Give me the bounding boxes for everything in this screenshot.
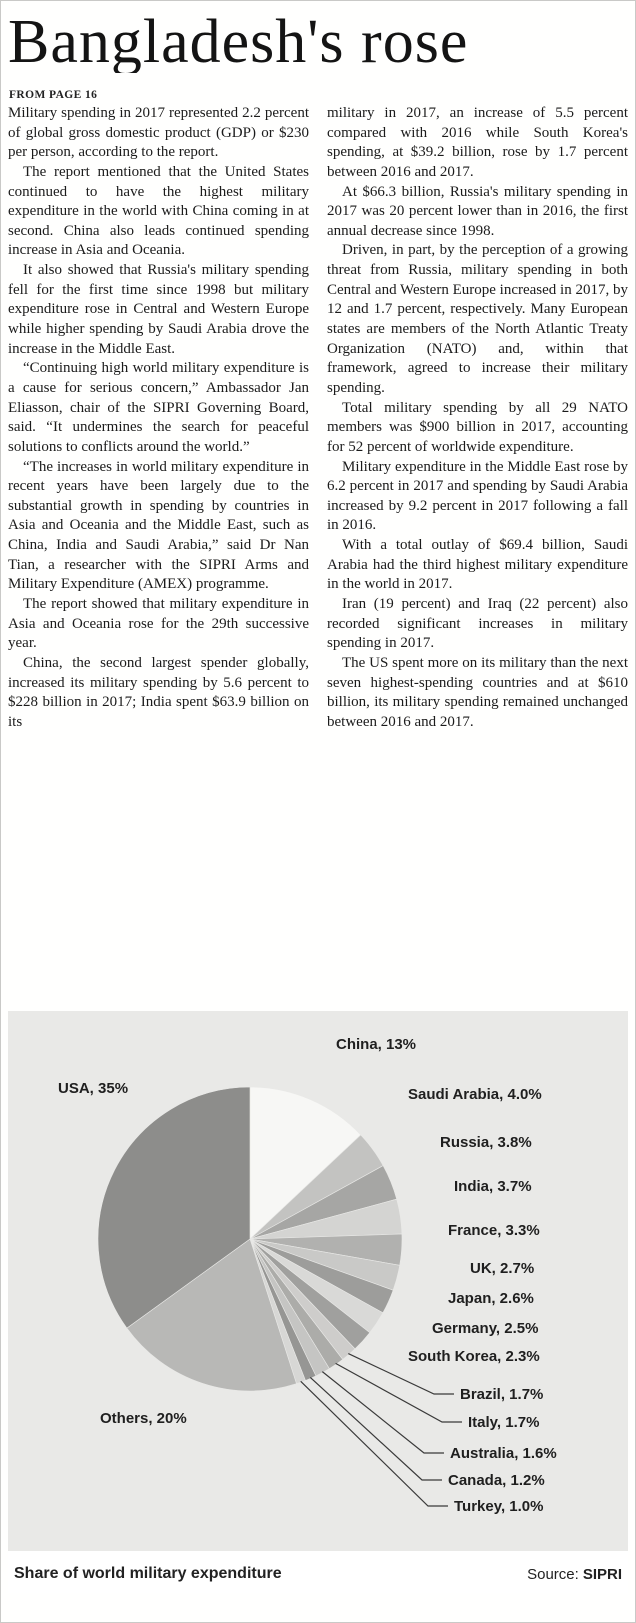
pie-label-others: Others, 20% (100, 1410, 187, 1427)
article-column-2: military in 2017, an increase of 5.5 per… (327, 104, 628, 1006)
paragraph: “The increases in world military expendi… (8, 458, 309, 593)
article-column-1: Military spending in 2017 represented 2.… (8, 104, 309, 1006)
article-headline: Bangladesh's rose (8, 11, 469, 73)
pie-slice-usa (97, 1086, 251, 1329)
pie-label-japan: Japan, 2.6% (448, 1290, 534, 1307)
paragraph: With a total outlay of $69.4 billion, Sa… (327, 537, 628, 593)
article-body: Military spending in 2017 represented 2.… (8, 104, 628, 1006)
leader-line-australia (321, 1371, 444, 1454)
pie-label-saudi-arabia: Saudi Arabia, 4.0% (408, 1086, 542, 1103)
continuation-kicker: FROM PAGE 16 (9, 89, 98, 101)
chart-title: Share of world military expenditure (14, 1565, 282, 1582)
pie-slice-others (126, 1238, 297, 1392)
paragraph: Iran (19 percent) and Iraq (22 percent) … (327, 596, 628, 652)
pie-label-china: China, 13% (336, 1036, 416, 1053)
pie-label-france: France, 3.3% (448, 1222, 540, 1239)
leader-line-turkey (300, 1380, 448, 1507)
leader-line-canada (309, 1376, 442, 1481)
pie-label-russia: Russia, 3.8% (440, 1134, 532, 1151)
pie-label-uk: UK, 2.7% (470, 1260, 534, 1277)
pie-label-india: India, 3.7% (454, 1178, 532, 1195)
pie-slices-group (97, 1086, 403, 1392)
pie-label-australia: Australia, 1.6% (450, 1445, 557, 1462)
paragraph: The report mentioned that the United Sta… (8, 163, 309, 259)
pie-label-south-korea: South Korea, 2.3% (408, 1348, 540, 1365)
paragraph: At $66.3 billion, Russia's military spen… (327, 183, 628, 239)
chart-source: Source: SIPRI (527, 1566, 622, 1583)
paragraph: Military expenditure in the Middle East … (327, 458, 628, 534)
pie-labels-group: China, 13% USA, 35% Saudi Arabia, 4.0% R… (58, 1036, 557, 1515)
chart-block: China, 13% USA, 35% Saudi Arabia, 4.0% R… (8, 1011, 628, 1593)
paragraph: Total military spending by all 29 NATO m… (327, 399, 628, 455)
paragraph: The US spent more on its military than t… (327, 654, 628, 730)
paragraph: military in 2017, an increase of 5.5 per… (327, 105, 628, 180)
source-label: Source: (527, 1565, 579, 1583)
paragraph: It also showed that Russia's military sp… (8, 262, 309, 357)
chart-caption-bar: Share of world military expenditure Sour… (8, 1551, 628, 1593)
pie-label-canada: Canada, 1.2% (448, 1472, 545, 1489)
paragraph: The report showed that military expendit… (8, 596, 309, 652)
pie-label-usa: USA, 35% (58, 1080, 128, 1097)
pie-label-turkey: Turkey, 1.0% (454, 1498, 544, 1515)
pie-label-germany: Germany, 2.5% (432, 1320, 538, 1337)
pie-label-brazil: Brazil, 1.7% (460, 1386, 543, 1403)
pie-label-italy: Italy, 1.7% (468, 1414, 539, 1431)
pie-slice-china (249, 1086, 362, 1240)
pie-chart-area: China, 13% USA, 35% Saudi Arabia, 4.0% R… (8, 1011, 628, 1551)
pie-chart-svg: China, 13% USA, 35% Saudi Arabia, 4.0% R… (58, 1036, 557, 1515)
paragraph: Driven, in part, by the perception of a … (327, 242, 628, 396)
leader-line-italy (335, 1362, 462, 1423)
leader-line-brazil (348, 1353, 454, 1395)
paragraph: “Continuing high world military expendit… (8, 360, 309, 455)
leader-lines-group (300, 1353, 462, 1507)
paragraph: China, the second largest spender global… (8, 654, 309, 730)
paragraph: Military spending in 2017 represented 2.… (8, 105, 309, 161)
source-value: SIPRI (582, 1565, 622, 1583)
